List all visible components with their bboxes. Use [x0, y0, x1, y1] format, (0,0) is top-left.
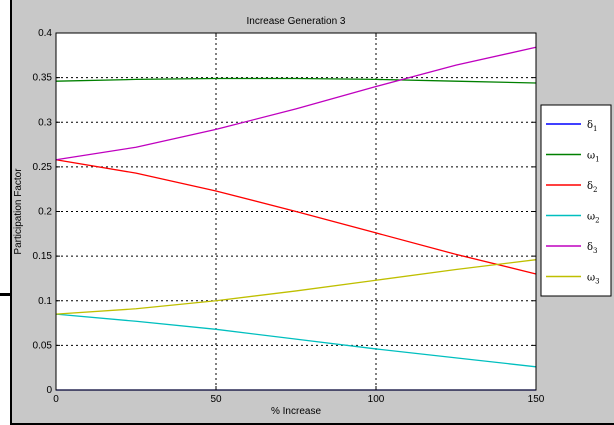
legend-label-3: δ2 [587, 181, 598, 194]
y-tick-label: 0.2 [38, 207, 52, 218]
y-tick-label: 0 [46, 385, 52, 396]
y-axis-label: Participation Factor [13, 168, 24, 255]
y-tick-label: 0.3 [38, 117, 52, 128]
x-axis-label: % Increase [271, 406, 321, 417]
series-line-5 [55, 46, 537, 161]
series-line-4 [55, 313, 537, 368]
y-tick-label: 0.15 [33, 251, 53, 262]
x-tick-label: 0 [53, 394, 59, 405]
legend-label-1: δ1 [587, 120, 598, 133]
series-line-2 [55, 77, 537, 84]
x-tick-label: 50 [210, 394, 222, 405]
x-tick-label: 100 [368, 394, 385, 405]
legend-label-2: ω1 [587, 151, 600, 164]
y-tick-label: 0.4 [38, 28, 52, 39]
series-line-3 [55, 159, 537, 275]
x-tick-label: 150 [528, 394, 545, 405]
legend-label-6: ω3 [587, 273, 600, 286]
y-tick-label: 0.1 [38, 296, 52, 307]
legend-box [540, 104, 612, 297]
series-line-6 [55, 259, 537, 315]
legend-label-4: ω2 [587, 212, 600, 225]
edge-marker [0, 293, 10, 296]
legend-label-5: δ3 [587, 242, 598, 255]
y-tick-label: 0.05 [33, 340, 53, 351]
chart-title: Increase Generation 3 [247, 16, 346, 27]
y-tick-label: 0.35 [33, 73, 53, 84]
y-tick-label: 0.25 [33, 162, 53, 173]
